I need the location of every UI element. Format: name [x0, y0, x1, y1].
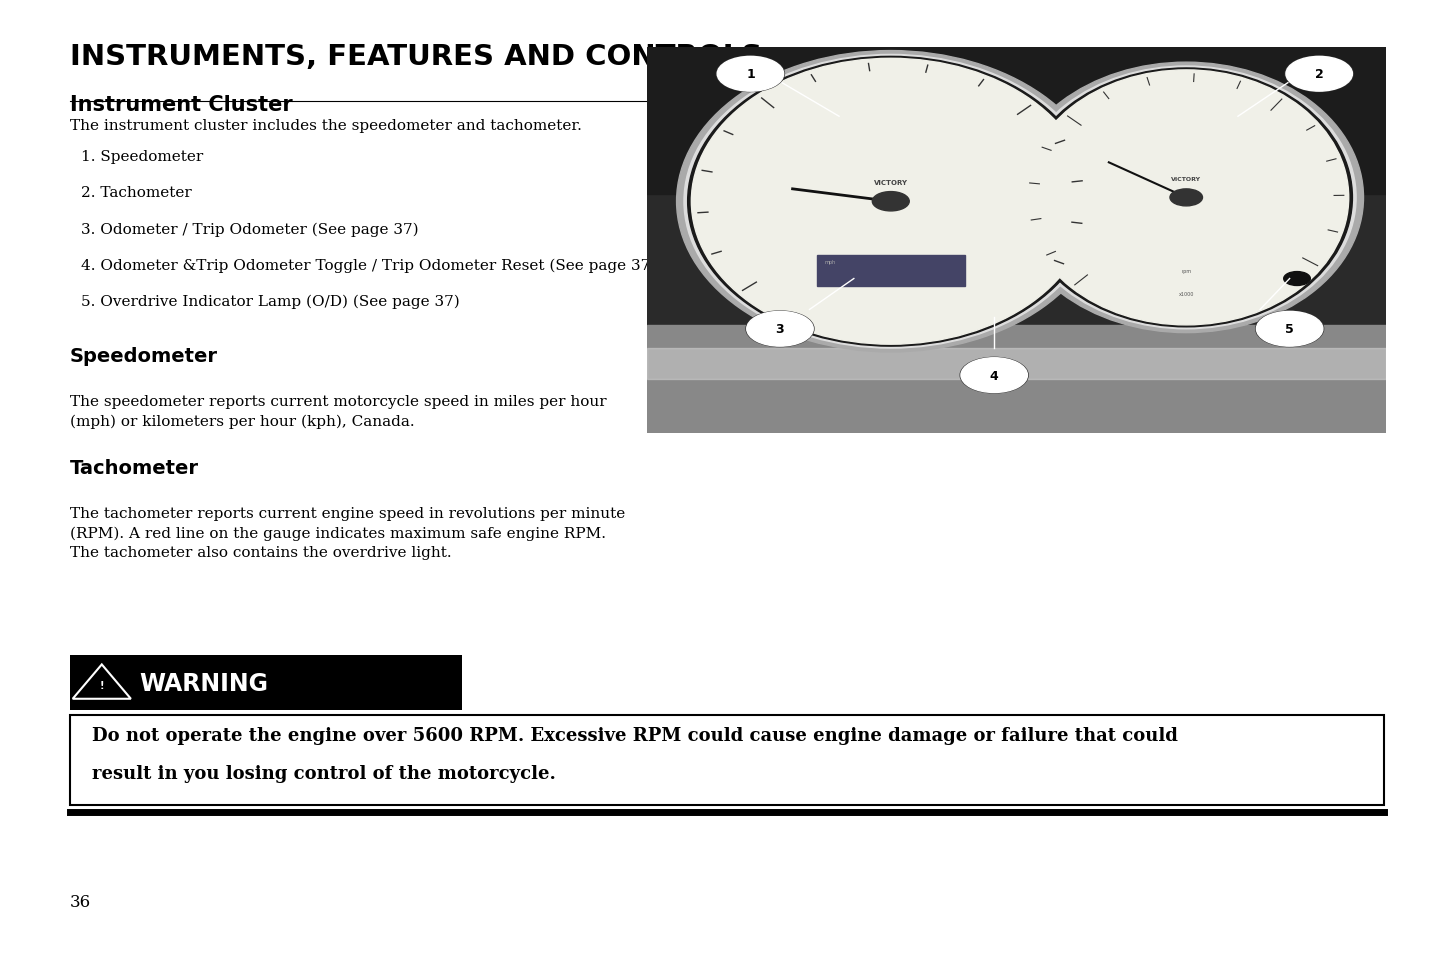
- Circle shape: [1170, 190, 1202, 207]
- Text: Do not operate the engine over 5600 RPM. Excessive RPM could cause engine damage: Do not operate the engine over 5600 RPM.…: [92, 726, 1178, 744]
- Circle shape: [747, 312, 813, 347]
- Text: 5. Overdrive Indicator Lamp (O/D) (See page 37): 5. Overdrive Indicator Lamp (O/D) (See p…: [81, 294, 459, 309]
- Circle shape: [717, 57, 784, 92]
- Text: mph: mph: [824, 260, 836, 265]
- Text: Tachometer: Tachometer: [70, 458, 199, 477]
- Text: 4: 4: [990, 369, 999, 382]
- Ellipse shape: [1016, 67, 1357, 330]
- Text: x1000: x1000: [1179, 293, 1194, 297]
- Text: 3: 3: [775, 323, 784, 335]
- Circle shape: [1284, 273, 1310, 286]
- Text: 5: 5: [1285, 323, 1294, 335]
- Text: VICTORY: VICTORY: [1170, 176, 1201, 181]
- Circle shape: [1256, 312, 1323, 347]
- Text: 2. Tachometer: 2. Tachometer: [81, 186, 192, 200]
- Text: Speedometer: Speedometer: [70, 347, 218, 366]
- Text: 3. Odometer / Trip Odometer (See page 37): 3. Odometer / Trip Odometer (See page 37…: [81, 222, 419, 236]
- Text: The speedometer reports current motorcycle speed in miles per hour
(mph) or kilo: The speedometer reports current motorcyc…: [70, 395, 606, 429]
- Text: 1. Speedometer: 1. Speedometer: [81, 150, 204, 164]
- Text: The instrument cluster includes the speedometer and tachometer.: The instrument cluster includes the spee…: [70, 119, 582, 133]
- Circle shape: [872, 193, 909, 212]
- Text: U.S.A.: U.S.A.: [883, 203, 899, 209]
- Circle shape: [1285, 57, 1352, 92]
- Ellipse shape: [1009, 63, 1364, 334]
- Text: result in you losing control of the motorcycle.: result in you losing control of the moto…: [92, 764, 555, 782]
- Bar: [647, 48, 1386, 194]
- Ellipse shape: [688, 57, 1093, 347]
- Text: VICTORY: VICTORY: [874, 180, 907, 186]
- Text: !: !: [99, 680, 105, 691]
- Text: WARNING: WARNING: [140, 671, 269, 695]
- Bar: [70, 715, 1384, 805]
- Ellipse shape: [676, 51, 1105, 353]
- Circle shape: [961, 358, 1028, 393]
- Text: 4. Odometer &Trip Odometer Toggle / Trip Odometer Reset (See page 37): 4. Odometer &Trip Odometer Toggle / Trip…: [81, 258, 657, 273]
- Text: 36: 36: [70, 893, 92, 910]
- Text: The tachometer reports current engine speed in revolutions per minute
(RPM). A r: The tachometer reports current engine sp…: [70, 506, 625, 559]
- Bar: [70, 656, 462, 710]
- Text: 1: 1: [746, 69, 755, 81]
- Ellipse shape: [691, 59, 1090, 345]
- Bar: [817, 256, 964, 287]
- Text: 2: 2: [1314, 69, 1323, 81]
- Text: rpm: rpm: [1181, 269, 1191, 274]
- Ellipse shape: [683, 55, 1098, 349]
- Text: Instrument Cluster: Instrument Cluster: [70, 95, 292, 115]
- Bar: [647, 326, 1386, 434]
- Ellipse shape: [1021, 69, 1352, 328]
- Text: U.S.A.: U.S.A.: [1179, 199, 1194, 205]
- Bar: [647, 349, 1386, 379]
- Ellipse shape: [1024, 71, 1349, 326]
- Text: INSTRUMENTS, FEATURES AND CONTROLS: INSTRUMENTS, FEATURES AND CONTROLS: [70, 43, 762, 71]
